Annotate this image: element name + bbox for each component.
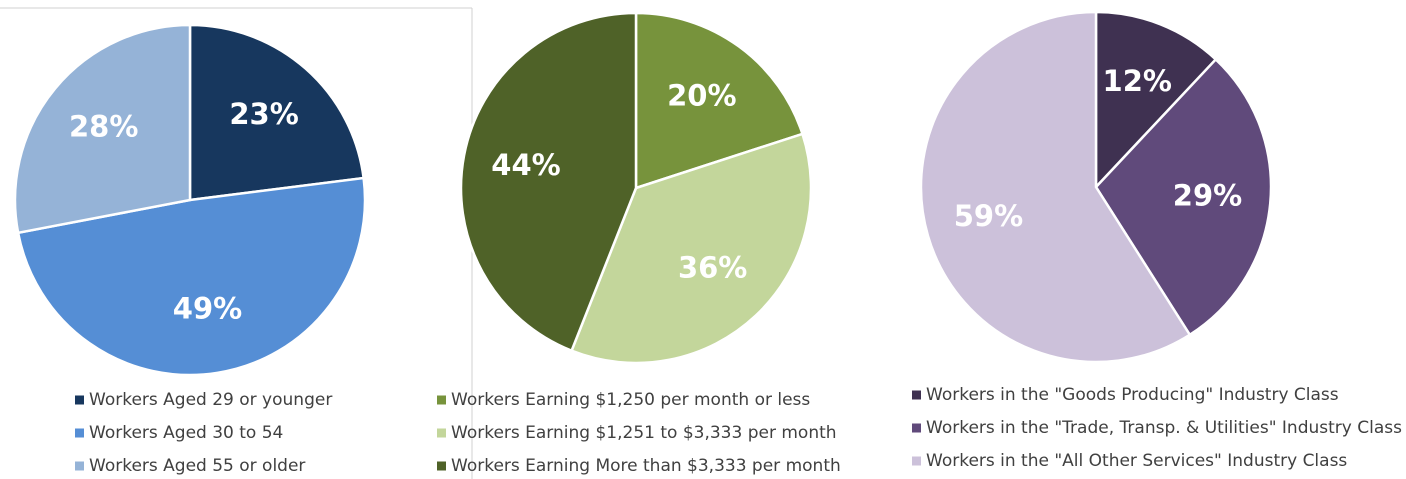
legend-label: Workers in the "All Other Services" Indu… bbox=[926, 451, 1347, 471]
data-label: 49% bbox=[173, 292, 242, 326]
legend-swatch bbox=[437, 461, 446, 471]
pie-slice bbox=[919, 10, 1192, 364]
legend-label: Workers Aged 29 or younger bbox=[89, 390, 332, 410]
legend-swatch bbox=[912, 456, 921, 466]
legend-label: Workers Earning $1,251 to $3,333 per mon… bbox=[451, 423, 837, 443]
data-label: 29% bbox=[1173, 179, 1242, 213]
pie-slice bbox=[188, 23, 366, 202]
legend-label: Workers Earning More than $3,333 per mon… bbox=[451, 456, 841, 476]
legend-label: Workers in the "Goods Producing" Industr… bbox=[926, 385, 1339, 405]
legend-label: Workers in the "Trade, Transp. & Utiliti… bbox=[926, 418, 1402, 438]
legend-swatch bbox=[75, 395, 84, 405]
legend-label: Workers Aged 30 to 54 bbox=[89, 423, 283, 443]
data-label: 59% bbox=[954, 199, 1023, 233]
data-label: 12% bbox=[1103, 64, 1172, 98]
legend-swatch bbox=[437, 428, 446, 438]
pie-slice bbox=[13, 23, 192, 235]
data-label: 28% bbox=[69, 110, 138, 144]
legend-swatch bbox=[75, 428, 84, 438]
legend-label: Workers Aged 55 or older bbox=[89, 456, 305, 476]
data-label: 23% bbox=[229, 97, 298, 131]
legend-swatch bbox=[912, 390, 921, 400]
legend-swatch bbox=[912, 423, 921, 433]
legend-swatch bbox=[75, 461, 84, 471]
data-label: 20% bbox=[667, 78, 736, 112]
data-label: 36% bbox=[678, 251, 747, 285]
pie-slice bbox=[459, 11, 638, 353]
pie-slice bbox=[634, 11, 805, 190]
legend-swatch bbox=[437, 395, 446, 405]
legend-label: Workers Earning $1,250 per month or less bbox=[451, 390, 810, 410]
pie-slice bbox=[569, 132, 813, 365]
pie-slice bbox=[16, 176, 367, 377]
data-label: 44% bbox=[491, 148, 560, 182]
pie-slice bbox=[1094, 57, 1273, 337]
pie-slice bbox=[1094, 10, 1218, 191]
